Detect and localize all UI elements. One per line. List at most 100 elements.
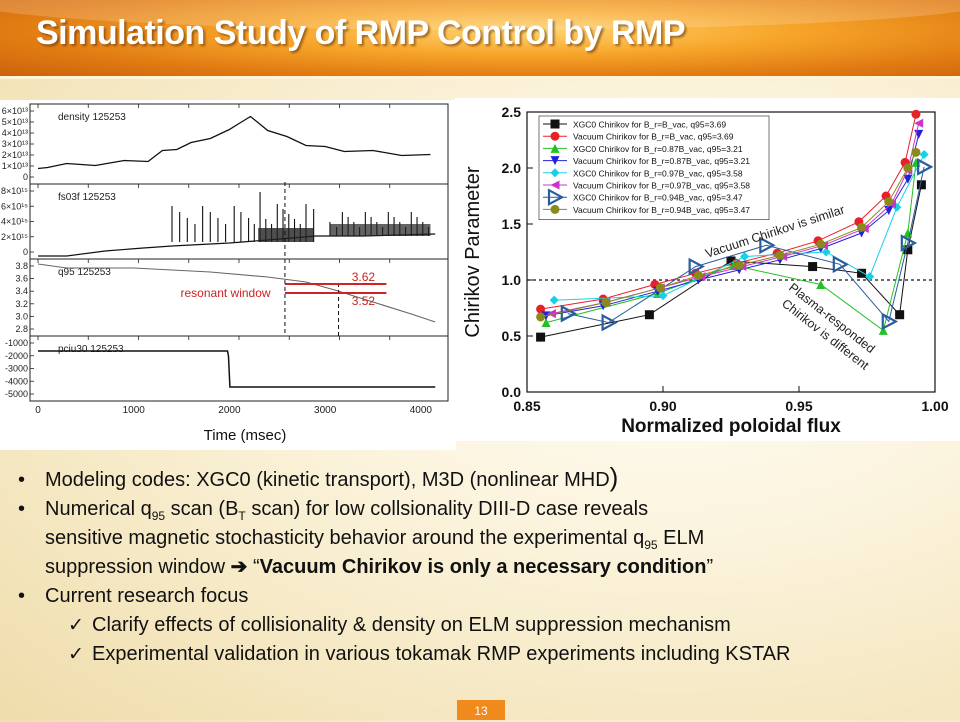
x-tick-label: 0.90: [649, 398, 676, 414]
lower-q-label: 3.52: [352, 294, 376, 308]
x-tick-label: 1.00: [921, 398, 948, 414]
density-y-tick: 2×10¹³: [2, 150, 28, 160]
plot-frame: [526, 111, 936, 393]
data-marker: [693, 271, 703, 281]
x-tick-label: 4000: [410, 405, 433, 416]
key-conclusion: Vacuum Chirikov is only a necessary cond…: [259, 556, 707, 578]
series-group: [536, 147, 921, 322]
x-tick-label: 0.95: [785, 398, 812, 414]
legend-entry: XGC0 Chirikov for B_r=B_vac, q95=3.69: [573, 120, 726, 130]
data-marker: [911, 147, 921, 157]
fs03f-dense-band: [258, 228, 314, 242]
series-group: [560, 158, 934, 332]
data-marker: [916, 180, 926, 190]
pciu-y-tick: -4000: [5, 376, 28, 386]
checkmark-icon: ✓: [68, 615, 84, 636]
bullet-text-c: scan) for low collsionality DIII-D case …: [245, 498, 649, 520]
data-marker: [536, 332, 546, 342]
legend-entry: XGC0 Chirikov for B_r=0.97B_vac, q95=3.5…: [573, 168, 743, 178]
figure-background: [0, 100, 456, 450]
data-marker: [759, 236, 776, 255]
data-marker: [903, 245, 913, 255]
arrow-icon: ➔: [230, 556, 248, 578]
bullet-line2b: ELM: [657, 527, 705, 549]
data-marker: [816, 279, 826, 289]
data-marker: [644, 310, 654, 320]
time-trace-figure: density 125253 fs03f 125253 q95 125253 pciu…: [0, 100, 456, 450]
data-marker: [726, 256, 736, 266]
resonant-window-label: resonant window: [181, 286, 271, 300]
data-marker: [560, 304, 578, 323]
quote-open: “: [247, 556, 260, 578]
q95-y-tick: 3.2: [15, 299, 28, 309]
y-tick-label: 0.0: [502, 384, 522, 400]
data-marker: [857, 222, 867, 232]
data-marker: [903, 228, 913, 238]
panel-label: pciu30 125253: [58, 344, 124, 355]
data-marker: [734, 260, 744, 270]
data-marker: [550, 168, 560, 178]
series-group: [549, 150, 929, 305]
data-marker: [688, 257, 705, 276]
legend-entry: XGC0 Chirikov for B_r=0.87B_vac, q95=3.2…: [573, 144, 743, 154]
density-y-tick: 6×10¹³: [2, 106, 28, 116]
page-number: 13: [457, 700, 505, 720]
density-y-tick: 4×10¹³: [2, 128, 28, 138]
data-marker: [550, 204, 560, 214]
sub-bullet-validation: ✓ Experimental validation in various tok…: [10, 640, 955, 669]
x-tick-label: 2000: [218, 405, 241, 416]
y-tick-label: 1.0: [502, 272, 522, 288]
data-marker: [878, 325, 888, 335]
q95-y-tick: 3.0: [15, 311, 28, 321]
fs-y-tick: 2×10¹⁵: [1, 232, 28, 242]
sub-bullet-collisionality: ✓ Clarify effects of collisionality & de…: [10, 611, 955, 640]
title-rule: [0, 76, 960, 79]
density-y-tick: 3×10¹³: [2, 139, 28, 149]
data-marker: [900, 234, 918, 252]
y-tick-label: 0.5: [502, 328, 522, 344]
legend-entry: Vacuum Chirikov for B_r=0.94B_vac, q95=3…: [573, 205, 750, 215]
data-marker: [658, 291, 668, 301]
data-marker: [821, 247, 831, 257]
pciu-y-tick: -2000: [5, 351, 28, 361]
data-marker: [601, 313, 618, 332]
slide-title: Simulation Study of RMP Control by RMP: [36, 14, 686, 52]
q95-subscript-2: 95: [644, 538, 658, 552]
q95-subscript: 95: [151, 509, 166, 523]
y-tick-label: 2.5: [502, 104, 522, 120]
fs-y-tick: 8×10¹⁵: [1, 186, 28, 196]
density-y-tick: 1×10¹³: [2, 161, 28, 171]
x-axis-label: Normalized poloidal flux: [621, 416, 841, 437]
density-y-tick: 0: [23, 172, 28, 182]
data-marker: [601, 297, 611, 307]
pciu-y-tick: -5000: [5, 389, 28, 399]
data-marker: [550, 131, 560, 141]
bullet-dot: •: [18, 498, 26, 520]
y-tick-label: 2.0: [502, 160, 522, 176]
fs03f-dense-band: [329, 224, 431, 236]
pciu30-trace: [38, 350, 436, 388]
bullet-dot: •: [18, 585, 26, 607]
fs-y-tick: 6×10¹⁵: [1, 201, 28, 211]
data-marker: [917, 158, 934, 176]
x-tick-label: 0.85: [513, 398, 540, 414]
q95-y-tick: 3.8: [15, 261, 28, 271]
data-marker: [895, 310, 905, 320]
series-line: [567, 166, 925, 324]
y-axis-label: Chirikov Parameter: [462, 166, 484, 338]
chirikov-chart: 0.0 0.5 1.0 1.5 2.0 2.5 0.85 0.90 0.95 1.00 XGC0 C…: [455, 98, 960, 441]
data-marker: [536, 312, 546, 322]
pciu-y-tick: -3000: [5, 364, 28, 374]
data-marker: [865, 272, 875, 282]
bullet-line3a: suppression window: [45, 556, 231, 578]
bullet-dot: •: [18, 469, 26, 491]
panel-label: q95 125253: [58, 267, 111, 278]
data-marker: [541, 318, 551, 328]
data-marker: [808, 262, 818, 272]
data-marker: [547, 188, 565, 207]
data-marker: [881, 312, 899, 331]
x-tick-label: 1000: [123, 405, 146, 416]
x-tick-label: 3000: [314, 405, 337, 416]
bt-subscript: T: [238, 509, 246, 523]
bullet-list: • Modeling codes: XGC0 (kinetic transpor…: [10, 464, 955, 669]
